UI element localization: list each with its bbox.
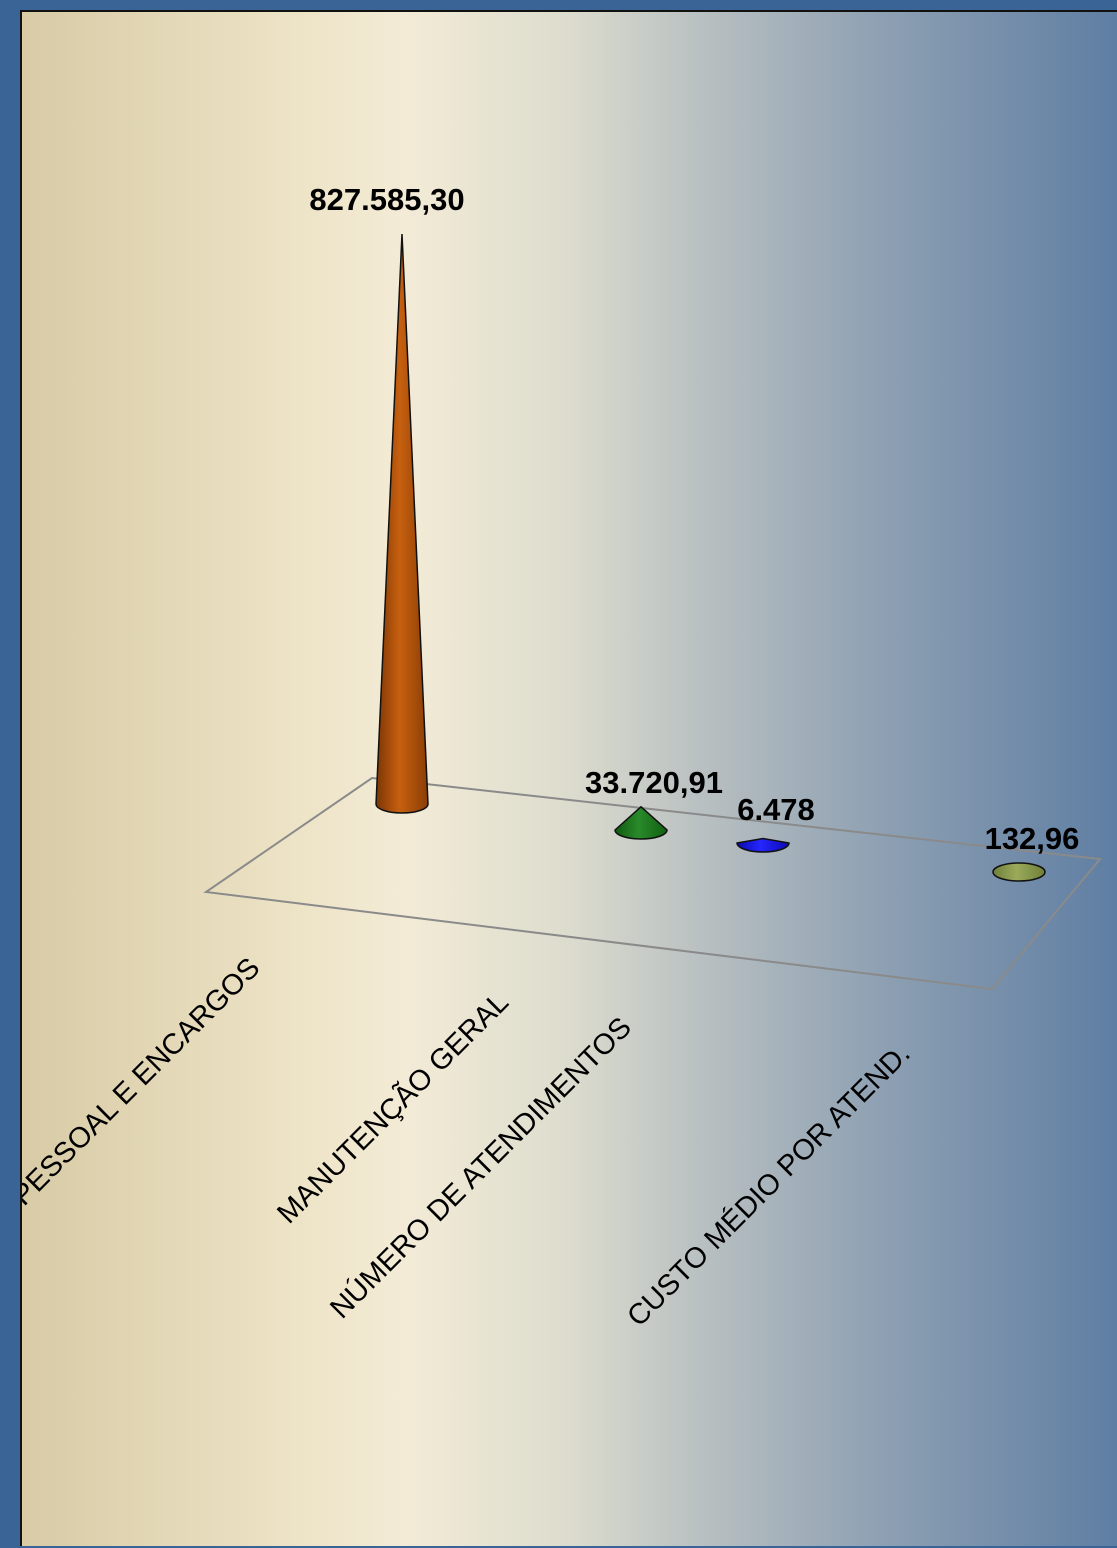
data-label-numero-de-atendimentos: 6.478 bbox=[737, 792, 815, 827]
category-label-numero-de-atendimentos: NÚMERO DE ATENDIMENTOS bbox=[324, 1011, 638, 1325]
cone-numero-de-atendimentos bbox=[737, 839, 789, 852]
data-label-manutencao-geral: 33.720,91 bbox=[585, 765, 723, 800]
category-label-custo-medio-por-atend: CUSTO MÉDIO POR ATEND. bbox=[621, 1037, 917, 1333]
floor-plane bbox=[206, 778, 1100, 989]
chart-area: 827.585,30 PESSOAL E ENCARGOS 33.720,91 MAN… bbox=[20, 10, 1117, 1546]
cone-manutencao-geral bbox=[615, 807, 667, 839]
category-label-pessoal-e-encargos: PESSOAL E ENCARGOS bbox=[22, 952, 266, 1212]
data-label-custo-medio-por-atend: 132,96 bbox=[985, 821, 1080, 856]
data-label-pessoal-e-encargos: 827.585,30 bbox=[309, 182, 464, 217]
cone-pessoal-e-encargos bbox=[376, 234, 428, 813]
cone-custo-medio-por-atend bbox=[993, 863, 1045, 881]
